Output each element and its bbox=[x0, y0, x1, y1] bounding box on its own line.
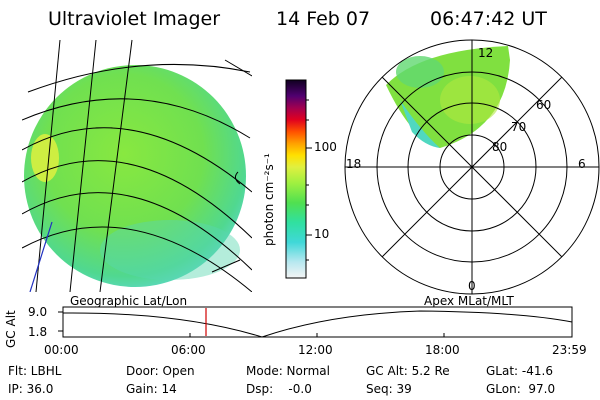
timeline-xtick-2359: 23:59 bbox=[552, 343, 587, 357]
mlt-label-18: 18 bbox=[346, 157, 362, 171]
timeline-xtick-0600: 06:00 bbox=[171, 343, 206, 357]
colorbar-unit-label: photon cm⁻²s⁻¹ bbox=[262, 153, 276, 246]
uv-earth-disk bbox=[24, 65, 246, 287]
altitude-curve bbox=[62, 310, 573, 338]
geographic-grid bbox=[22, 39, 252, 292]
timeline-xtick-1200: 12:00 bbox=[298, 343, 333, 357]
mlt-label-6: 6 bbox=[578, 157, 586, 171]
auroral-oval-edge bbox=[400, 100, 440, 148]
status-filter: Flt: LBHL bbox=[8, 364, 62, 378]
timeline-right-label: Apex MLat/MLT bbox=[424, 294, 514, 308]
timeline-xtick-0000: 00:00 bbox=[44, 343, 79, 357]
instrument-title: Ultraviolet Imager bbox=[48, 8, 221, 30]
colorbar-ticks bbox=[306, 99, 312, 261]
timeline-left-label: Geographic Lat/Lon bbox=[70, 294, 188, 308]
time-label: 06:47:42 UT bbox=[430, 8, 547, 30]
colorbar bbox=[285, 79, 307, 279]
polar-diagonal-2 bbox=[381, 76, 563, 258]
lat-label-60: 60 bbox=[536, 98, 552, 112]
uv-image-panel bbox=[22, 39, 252, 292]
uv-dim-region bbox=[100, 220, 240, 280]
lat-label-70: 70 bbox=[511, 120, 527, 134]
coastline bbox=[29, 221, 53, 292]
status-gc-alt: GC Alt: 5.2 Re bbox=[366, 364, 450, 378]
status-door: Door: Open bbox=[126, 364, 195, 378]
status-glon: GLon: 97.0 bbox=[486, 382, 556, 396]
status-dsp: Dsp: -0.0 bbox=[246, 382, 312, 396]
timeline-axis-label: GC Alt bbox=[4, 310, 18, 348]
polar-plot bbox=[344, 39, 600, 295]
status-ip: IP: 36.0 bbox=[8, 382, 54, 396]
status-mode: Mode: Normal bbox=[246, 364, 330, 378]
status-glat: GLat: -41.6 bbox=[486, 364, 553, 378]
timeline-ytick-1-8: 1.8 bbox=[28, 325, 48, 339]
altitude-timeline bbox=[58, 306, 573, 338]
lat-label-80: 80 bbox=[492, 140, 508, 154]
mlt-label-0: 0 bbox=[468, 279, 476, 293]
mlt-label-12: 12 bbox=[478, 46, 494, 60]
colorbar-tick-100: 100 bbox=[314, 140, 337, 154]
timeline-xtick-1800: 18:00 bbox=[425, 343, 460, 357]
colorbar-tick-10: 10 bbox=[314, 227, 330, 241]
status-seq: Seq: 39 bbox=[366, 382, 412, 396]
date-label: 14 Feb 07 bbox=[276, 8, 371, 30]
uv-bright-limb bbox=[31, 134, 59, 182]
status-gain: Gain: 14 bbox=[126, 382, 177, 396]
timeline-ytick-9: 9.0 bbox=[28, 305, 48, 319]
